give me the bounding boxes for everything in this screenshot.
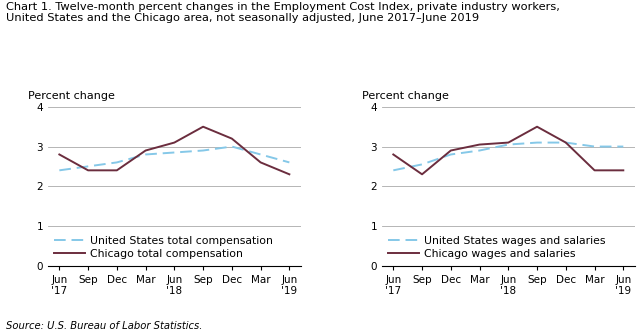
Chicago total compensation: [199, 125, 207, 129]
Chicago wages and salaries: [591, 168, 598, 172]
United States wages and salaries: [419, 162, 426, 166]
Chicago wages and salaries: [389, 152, 397, 156]
United States total compensation: [113, 160, 121, 164]
United States wages and salaries: [562, 141, 570, 145]
Chicago total compensation: [142, 149, 149, 153]
Chicago total compensation: [228, 137, 235, 141]
United States wages and salaries: [447, 152, 455, 156]
Text: Chart 1. Twelve-month percent changes in the Employment Cost Index, private indu: Chart 1. Twelve-month percent changes in…: [6, 2, 560, 23]
Chicago wages and salaries: [533, 125, 541, 129]
Chicago wages and salaries: [447, 149, 455, 153]
United States total compensation: [170, 151, 178, 155]
United States wages and salaries: [389, 168, 397, 172]
Chicago wages and salaries: [476, 143, 484, 147]
United States total compensation: [256, 152, 264, 156]
Line: United States total compensation: United States total compensation: [59, 147, 290, 170]
United States total compensation: [228, 145, 235, 149]
Legend: United States wages and salaries, Chicago wages and salaries: United States wages and salaries, Chicag…: [387, 235, 607, 260]
United States total compensation: [142, 152, 149, 156]
Chicago total compensation: [170, 141, 178, 145]
United States wages and salaries: [505, 143, 512, 147]
Chicago wages and salaries: [562, 141, 570, 145]
Chicago total compensation: [56, 152, 63, 156]
United States wages and salaries: [591, 145, 598, 149]
Chicago wages and salaries: [505, 141, 512, 145]
United States total compensation: [84, 164, 92, 168]
United States total compensation: [286, 160, 293, 164]
United States wages and salaries: [533, 141, 541, 145]
Chicago total compensation: [84, 168, 92, 172]
Chicago wages and salaries: [619, 168, 627, 172]
Text: Source: U.S. Bureau of Labor Statistics.: Source: U.S. Bureau of Labor Statistics.: [6, 321, 203, 331]
Line: Chicago wages and salaries: Chicago wages and salaries: [393, 127, 623, 174]
Text: Percent change: Percent change: [27, 91, 114, 101]
Text: Percent change: Percent change: [362, 91, 449, 101]
United States wages and salaries: [619, 145, 627, 149]
Line: Chicago total compensation: Chicago total compensation: [59, 127, 290, 174]
Chicago wages and salaries: [419, 172, 426, 176]
Chicago total compensation: [256, 160, 264, 164]
United States wages and salaries: [476, 149, 484, 153]
Legend: United States total compensation, Chicago total compensation: United States total compensation, Chicag…: [53, 235, 274, 260]
United States total compensation: [199, 149, 207, 153]
Line: United States wages and salaries: United States wages and salaries: [393, 143, 623, 170]
Chicago total compensation: [286, 172, 293, 176]
United States total compensation: [56, 168, 63, 172]
Chicago total compensation: [113, 168, 121, 172]
